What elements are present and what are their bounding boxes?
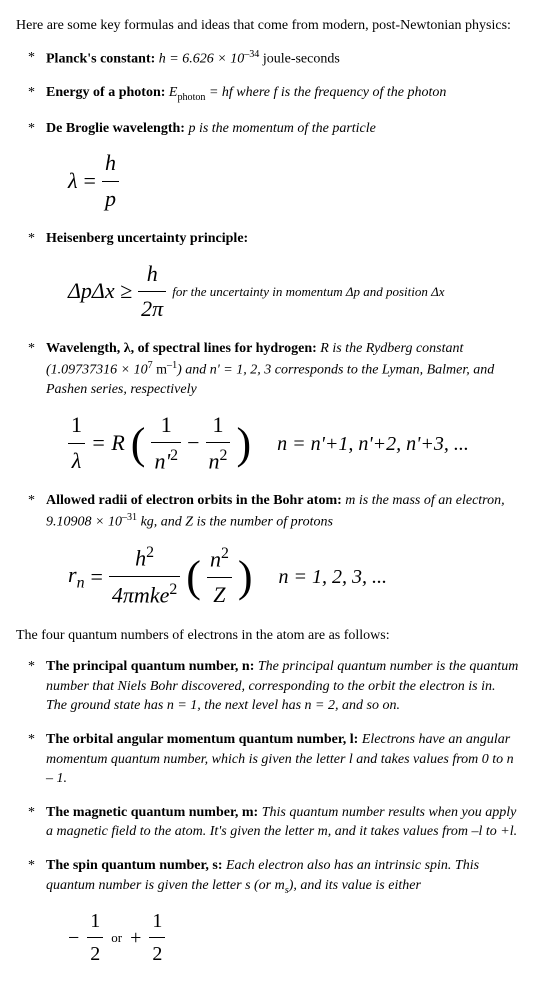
debroglie-eq: λ = h p	[68, 148, 519, 215]
planck-label: Planck's constant:	[46, 51, 155, 66]
bohr-bot: 4πmke	[112, 583, 169, 608]
planck-tail: joule-seconds	[259, 51, 339, 66]
spin-eq: − 1 2 or + 1 2	[68, 907, 519, 968]
item-qn-n: The principal quantum number, n: The pri…	[28, 657, 519, 716]
spectral-lhs-top: 1	[68, 410, 85, 444]
bohr-lhs-sub: n	[77, 574, 85, 591]
debroglie-lhs: λ	[68, 166, 78, 197]
item-debroglie: De Broglie wavelength: p is the momentum…	[28, 119, 519, 215]
bohr-p-bot: Z	[207, 578, 232, 611]
spin-neg-top: 1	[87, 907, 103, 938]
heisenberg-tail: for the uncertainty in momentum Δp and p…	[172, 283, 444, 301]
heisenberg-eq: ΔpΔx ≥ h 2π for the uncertainty in momen…	[68, 259, 519, 326]
planck-body: h = 6.626 × 10	[155, 51, 244, 66]
item-qn-l: The orbital angular momentum quantum num…	[28, 730, 519, 789]
spectral-label: Wavelength, λ, of spectral lines for hyd…	[46, 341, 317, 356]
bohr-eqsign: =	[90, 562, 102, 593]
item-planck: Planck's constant: h = 6.626 × 10–34 jou…	[28, 48, 519, 69]
debroglie-bot: p	[102, 182, 119, 215]
spin-or: or	[111, 929, 122, 947]
item-bohr: Allowed radii of electron orbits in the …	[28, 491, 519, 611]
item-spectral: Wavelength, λ, of spectral lines for hyd…	[28, 339, 519, 477]
spectral-t2-top: 1	[206, 410, 231, 444]
spin-neg-bot: 2	[87, 938, 103, 968]
bohr-p-top-exp: 2	[221, 545, 229, 562]
photon-esub: photon	[177, 92, 205, 103]
spectral-t1-top: 1	[151, 410, 181, 444]
formula-list: Planck's constant: h = 6.626 × 10–34 jou…	[28, 48, 519, 612]
intro-text: Here are some key formulas and ideas tha…	[16, 16, 519, 36]
heisenberg-label: Heisenberg uncertainty principle:	[46, 231, 248, 246]
bohr-lhs: r	[68, 562, 77, 587]
bohr-exp: –31	[122, 512, 137, 523]
spectral-eq: 1 λ = R ( 1 n'2 − 1 n2 ) n = n'+1, n'+2,…	[68, 410, 519, 478]
photon-label: Energy of a photon:	[46, 85, 165, 100]
bohr-bot-exp: 2	[169, 581, 177, 598]
spin-pos-bot: 2	[149, 938, 165, 968]
bohr-label: Allowed radii of electron orbits in the …	[46, 493, 342, 508]
item-qn-s: The spin quantum number, s: Each electro…	[28, 856, 519, 969]
debroglie-body: p is the momentum of the particle	[185, 121, 376, 136]
qn-s-body2: ), and its value is either	[289, 878, 421, 893]
debroglie-top: h	[102, 148, 119, 182]
photon-e: E	[165, 85, 177, 100]
intro2-text: The four quantum numbers of electrons in…	[16, 626, 519, 646]
item-photon: Energy of a photon: Ephoton = hf where f…	[28, 83, 519, 105]
spectral-R: = R	[91, 428, 125, 459]
spectral-lhs-bot: λ	[68, 444, 85, 477]
heisenberg-bot: 2π	[138, 292, 166, 325]
quantum-list: The principal quantum number, n: The pri…	[28, 657, 519, 968]
spin-pos-top: 1	[149, 907, 165, 938]
qn-m-label: The magnetic quantum number, m:	[46, 805, 258, 820]
item-heisenberg: Heisenberg uncertainty principle: ΔpΔx ≥…	[28, 229, 519, 325]
debroglie-label: De Broglie wavelength:	[46, 121, 185, 136]
bohr-p-top: n	[210, 546, 221, 571]
spectral-t1-bot: n'	[154, 449, 170, 474]
spectral-unitexp: –1	[167, 360, 177, 371]
bohr-eq: rn = h2 4πmke2 ( n2 Z ) n = 1, 2, 3, ...	[68, 542, 519, 611]
bohr-top-exp: 2	[146, 544, 154, 561]
spectral-unit: m	[153, 362, 167, 377]
spectral-t2-exp: 2	[220, 447, 228, 464]
spectral-t1-exp: 2	[170, 447, 178, 464]
qn-s-label: The spin quantum number, s:	[46, 858, 223, 873]
bohr-top: h	[135, 546, 146, 571]
qn-l-label: The orbital angular momentum quantum num…	[46, 732, 358, 747]
spectral-t2-bot: n	[209, 449, 220, 474]
heisenberg-top: h	[138, 259, 166, 293]
heisenberg-lhs: ΔpΔx ≥	[68, 276, 132, 307]
planck-exp: –34	[244, 49, 259, 60]
qn-n-label: The principal quantum number, n:	[46, 659, 254, 674]
item-qn-m: The magnetic quantum number, m: This qua…	[28, 803, 519, 842]
spectral-rhs: n = n'+1, n'+2, n'+3, ...	[277, 430, 469, 458]
bohr-rhs: n = 1, 2, 3, ...	[279, 563, 388, 591]
spectral-minus: −	[187, 428, 199, 459]
bohr-body2: kg, and Z is the number of protons	[137, 515, 333, 530]
photon-body: = hf where f is the frequency of the pho…	[205, 85, 446, 100]
